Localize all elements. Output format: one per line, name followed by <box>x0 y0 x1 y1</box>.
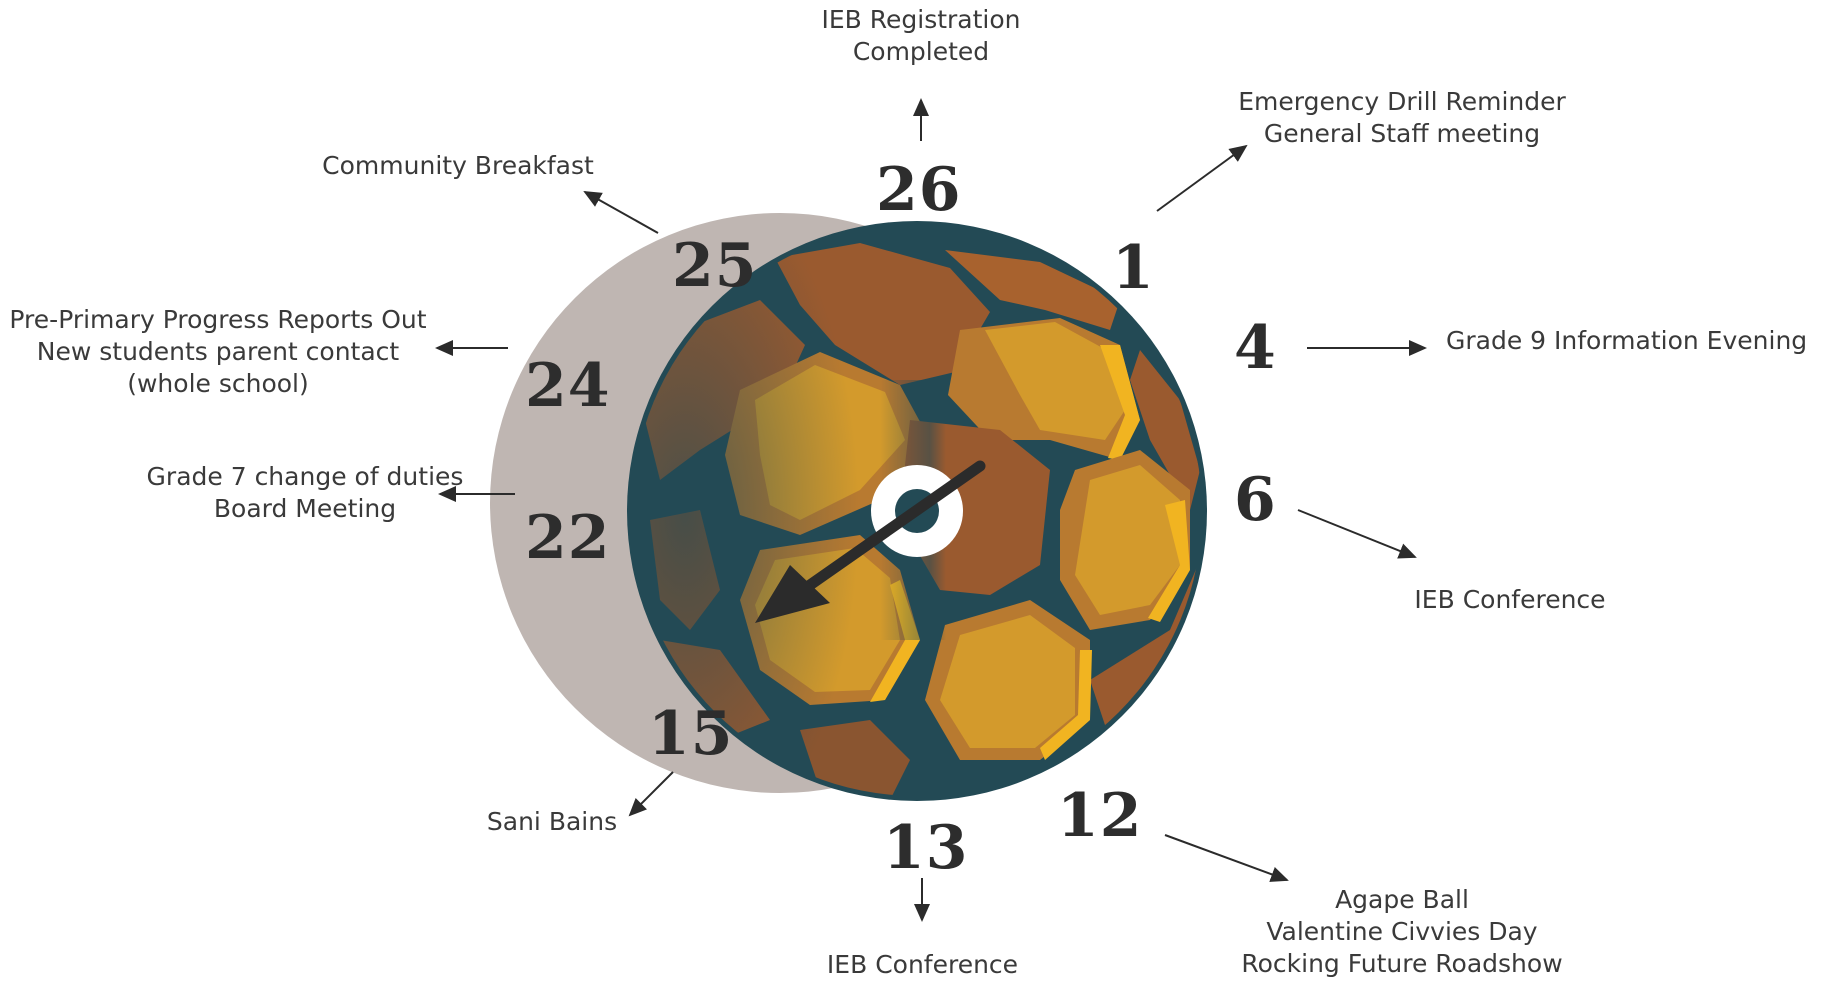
day-number-6: 6 <box>1234 465 1277 535</box>
day-number-25: 25 <box>672 231 758 301</box>
event-label-12: Agape Ball Valentine Civvies Day Rocking… <box>1241 885 1563 978</box>
day-number-4: 4 <box>1234 313 1277 383</box>
event-label-13: IEB Conference <box>826 950 1019 979</box>
arrow-6 <box>1297 509 1417 559</box>
day-number-22: 22 <box>525 503 611 573</box>
event-label-15: Sani Bains <box>486 807 618 836</box>
connector-arrows <box>435 98 1427 922</box>
event-label-24: Pre-Primary Progress Reports Out New stu… <box>9 305 427 398</box>
arrow-1 <box>1156 144 1248 212</box>
soccer-ball-icon <box>627 221 1207 801</box>
event-label-4: Grade 9 Information Evening <box>1446 326 1808 355</box>
event-label-26: IEB Registration Completed <box>821 5 1021 66</box>
event-label-6: IEB Conference <box>1414 585 1606 614</box>
event-label-1: Emergency Drill Reminder General Staff m… <box>1238 87 1566 148</box>
arrow-12 <box>1164 834 1289 882</box>
day-number-13: 13 <box>883 813 969 883</box>
day-number-1: 1 <box>1112 233 1155 303</box>
arrow-15 <box>628 771 674 817</box>
day-number-12: 12 <box>1057 781 1143 851</box>
day-number-15: 15 <box>648 699 734 769</box>
event-label-25: Community Breakfast <box>322 151 594 180</box>
day-number-24: 24 <box>525 351 611 421</box>
arrow-25 <box>583 191 659 234</box>
event-label-22: Grade 7 change of duties Board Meeting <box>146 462 464 523</box>
day-number-26: 26 <box>876 155 962 225</box>
clock-hand <box>755 460 986 623</box>
